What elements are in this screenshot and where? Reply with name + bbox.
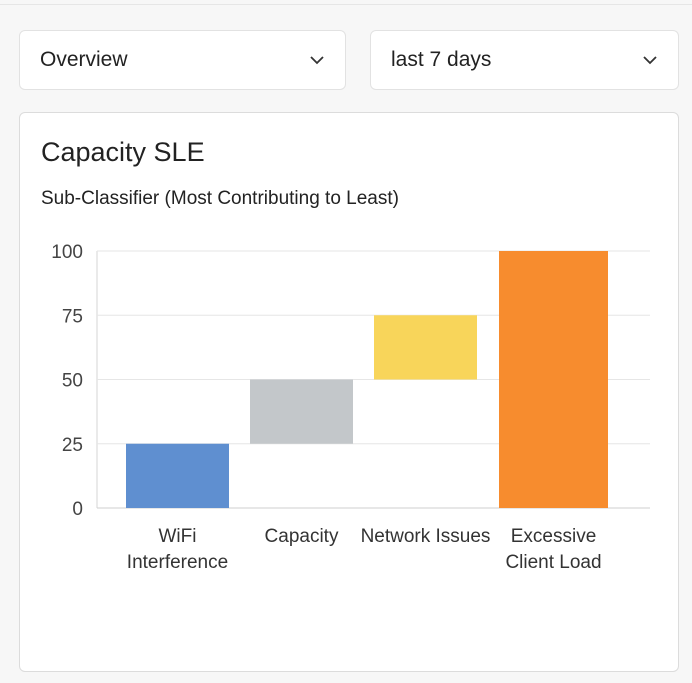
y-tick-label: 75 xyxy=(62,306,83,327)
y-tick-label: 100 xyxy=(51,242,83,263)
chevron-down-icon xyxy=(310,56,324,65)
x-tick-label: Network Issues xyxy=(360,526,491,547)
bar-wifi-interference[interactable] xyxy=(126,443,229,508)
y-tick-label: 0 xyxy=(72,499,83,520)
x-tick-label: WiFi Interference xyxy=(126,526,229,573)
y-tick-label: 50 xyxy=(62,371,83,392)
time-range-dropdown-value: last 7 days xyxy=(391,48,492,71)
bar-capacity[interactable] xyxy=(250,379,353,444)
chevron-down-icon xyxy=(643,56,657,65)
view-dropdown-value: Overview xyxy=(40,48,128,71)
card-subtitle: Sub-Classifier (Most Contributing to Lea… xyxy=(41,188,399,209)
x-tick-label: Capacity xyxy=(264,526,339,547)
view-dropdown[interactable]: Overview xyxy=(19,30,346,90)
y-tick-label: 25 xyxy=(62,435,83,456)
time-range-dropdown[interactable]: last 7 days xyxy=(370,30,679,90)
top-divider xyxy=(0,4,692,5)
bar-network-issues[interactable] xyxy=(374,315,477,380)
bar-excessive-client-load[interactable] xyxy=(499,251,608,508)
x-tick-label: Excessive Client Load xyxy=(505,526,602,573)
card-title: Capacity SLE xyxy=(41,137,205,167)
